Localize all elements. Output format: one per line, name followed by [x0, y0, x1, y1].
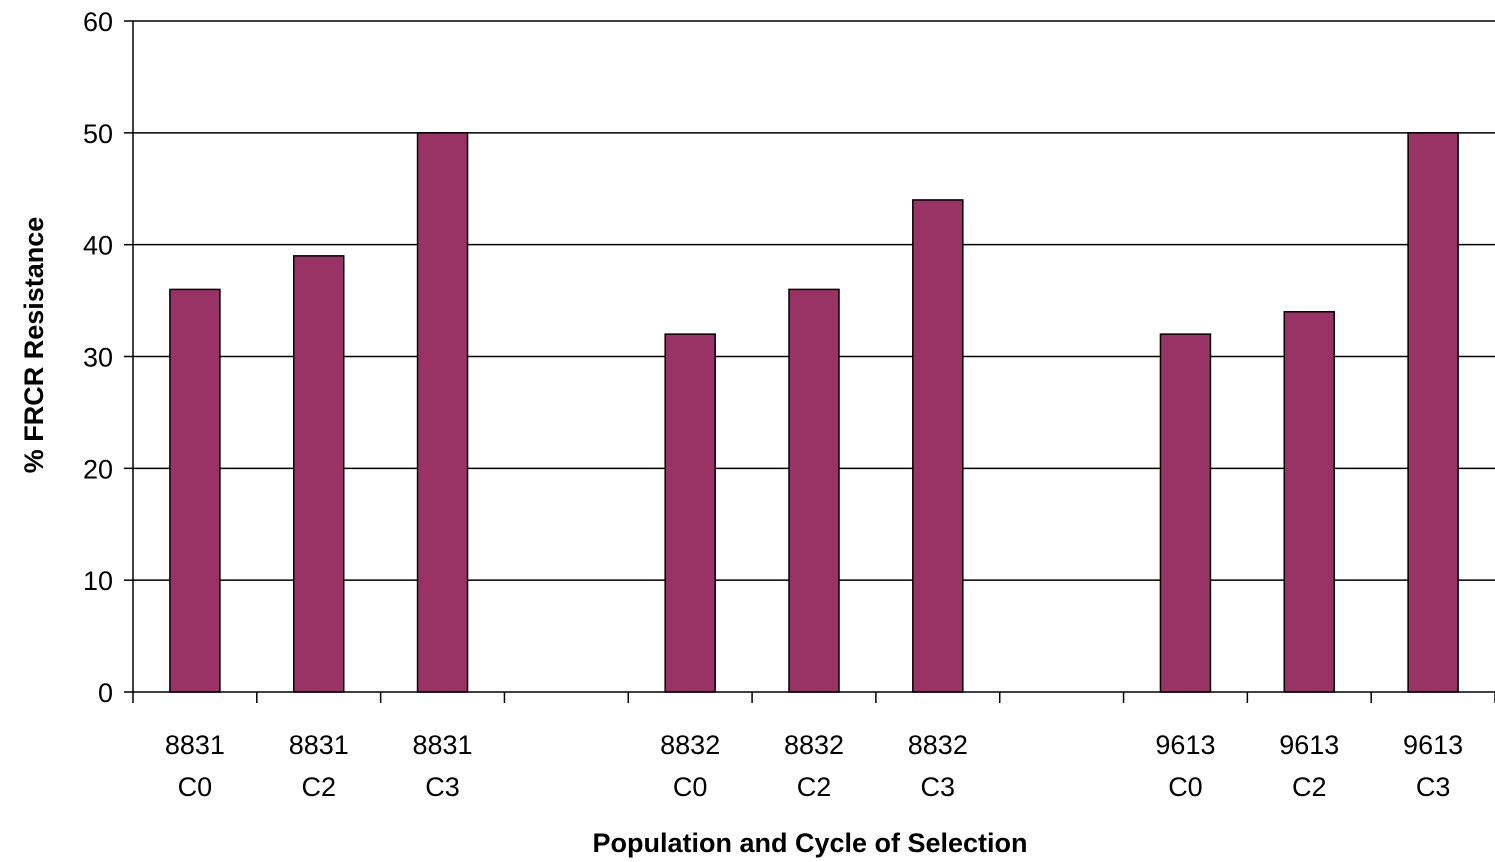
- bar: [169, 288, 221, 693]
- bar: [788, 288, 840, 693]
- y-tick-label: 30: [83, 343, 113, 373]
- y-tick-label: 40: [83, 231, 113, 261]
- x-category-label-line2: C0: [673, 772, 708, 802]
- x-category-label-line1: 8832: [784, 730, 844, 760]
- x-category-label-line1: 8831: [413, 730, 473, 760]
- x-category-label-line2: C3: [1416, 772, 1451, 802]
- bars: [169, 132, 1459, 693]
- y-axis-title: % FRCR Resistance: [19, 217, 49, 474]
- y-tick-label: 20: [83, 454, 113, 484]
- y-tick-label: 50: [83, 119, 113, 149]
- x-category-label-line1: 9613: [1403, 730, 1463, 760]
- x-category-label-line2: C2: [301, 772, 336, 802]
- x-category-label-line2: C3: [921, 772, 956, 802]
- bar: [292, 255, 345, 693]
- bar: [912, 199, 964, 693]
- x-category-label-line1: 8831: [165, 730, 225, 760]
- x-category-label-line1: 9613: [1279, 730, 1339, 760]
- y-tick-labels: 0 10 20 30 40 50 60: [83, 7, 113, 708]
- axes: [124, 20, 1495, 703]
- bar: [1159, 333, 1212, 693]
- x-category-label-line1: 8832: [660, 730, 720, 760]
- bar: [1407, 132, 1459, 693]
- bar: [416, 132, 469, 693]
- x-category-label-line2: C0: [178, 772, 213, 802]
- x-category-label-line2: C0: [1168, 772, 1203, 802]
- x-category-label-line1: 8831: [289, 730, 349, 760]
- x-axis-title: Population and Cycle of Selection: [592, 828, 1027, 858]
- x-category-label-line2: C2: [1292, 772, 1327, 802]
- bar: [1283, 311, 1336, 693]
- x-category-label-line2: C3: [425, 772, 460, 802]
- bar: [664, 333, 716, 693]
- y-tick-label: 60: [83, 7, 113, 37]
- x-category-label-line1: 9613: [1155, 730, 1215, 760]
- y-tick-label: 10: [83, 566, 113, 596]
- y-tick-label: 0: [98, 678, 113, 708]
- x-category-label-line1: 8832: [908, 730, 968, 760]
- x-category-labels: 8831 C0 8831 C2 8831 C3 8832 C0 8832 C2 8832 C3 9613…: [165, 730, 1463, 802]
- x-category-label-line2: C2: [797, 772, 832, 802]
